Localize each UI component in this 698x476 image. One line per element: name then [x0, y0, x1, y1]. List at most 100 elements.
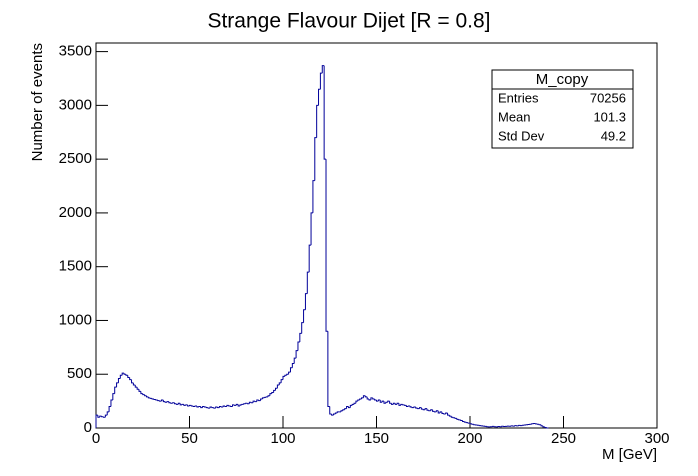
- histogram-bin: [140, 391, 143, 395]
- histogram-bin: [228, 405, 231, 407]
- x-tick-label: 50: [181, 430, 198, 447]
- histogram-bin: [325, 159, 328, 332]
- histogram-bin: [144, 394, 147, 397]
- histogram-bin: [121, 372, 125, 376]
- stats-label: Entries: [498, 90, 539, 105]
- histogram-bin: [132, 382, 136, 386]
- histogram-bin: [246, 403, 250, 405]
- histogram-bin: [256, 399, 259, 402]
- histogram-bin: [362, 395, 366, 398]
- x-tick-label: 250: [551, 430, 576, 447]
- histogram-bin: [314, 137, 317, 181]
- histogram-bin: [232, 404, 235, 407]
- histogram-bin: [334, 412, 338, 415]
- histogram-bin: [265, 396, 269, 398]
- histogram-bin: [321, 65, 325, 74]
- histogram-bin: [252, 400, 255, 403]
- histogram-bin: [289, 367, 293, 373]
- x-tick-label: 200: [457, 430, 482, 447]
- histogram-bin: [215, 406, 218, 409]
- histogram-bin: [172, 402, 175, 404]
- histogram-bin: [117, 378, 121, 383]
- histogram-bin: [159, 400, 162, 402]
- histogram-bin: [95, 414, 98, 428]
- histogram-bin: [538, 424, 542, 426]
- histogram-bin: [452, 417, 456, 419]
- histogram-bin: [303, 309, 306, 323]
- stats-title: M_copy: [536, 71, 589, 88]
- stats-value: 49.2: [601, 128, 626, 143]
- histogram-bin: [432, 409, 435, 412]
- histogram-bin: [164, 401, 168, 403]
- histogram-bin: [271, 392, 274, 394]
- histogram-bin: [155, 399, 158, 401]
- histogram-bin: [424, 408, 427, 410]
- histogram-bin: [387, 400, 390, 403]
- histogram-bin: [299, 332, 302, 342]
- histogram-bin: [357, 399, 360, 402]
- histogram-bin: [226, 404, 229, 407]
- histogram-bin: [372, 397, 375, 400]
- histogram-bin: [200, 406, 203, 409]
- histogram-bin: [405, 405, 409, 407]
- histogram-bin: [297, 341, 300, 351]
- histogram-bin: [138, 389, 141, 392]
- histogram-bin: [353, 402, 356, 405]
- histogram-bin: [413, 406, 416, 408]
- histogram-bin: [318, 88, 321, 106]
- histogram-bin: [207, 407, 211, 409]
- histogram-bin: [147, 396, 151, 399]
- histogram-bin: [194, 405, 197, 407]
- histogram-bin: [447, 412, 450, 416]
- histogram-bin: [153, 398, 156, 401]
- histogram-bin: [448, 415, 452, 417]
- histogram-bin: [101, 416, 104, 418]
- histogram-bin: [351, 403, 355, 406]
- histogram-bin: [273, 389, 276, 393]
- histogram-bin: [400, 403, 403, 406]
- histogram-bin: [162, 400, 166, 403]
- histogram-bin: [531, 423, 534, 425]
- histogram-bin: [310, 212, 313, 246]
- y-tick-label: 2500: [59, 150, 92, 167]
- histogram-bin: [104, 414, 108, 418]
- y-tick-label: 1000: [59, 311, 92, 328]
- histogram-bin: [374, 398, 377, 401]
- histogram-bin: [381, 400, 384, 403]
- histogram-bin: [213, 407, 216, 409]
- histogram-bin: [332, 413, 336, 416]
- histogram-bin: [127, 375, 130, 378]
- histogram-bin: [364, 395, 368, 398]
- histogram-bin: [458, 419, 461, 421]
- histogram-bin: [190, 405, 194, 407]
- histogram-bin: [142, 393, 145, 396]
- histogram-bin: [385, 401, 388, 404]
- histogram-bin: [331, 414, 334, 416]
- x-tick-label: 300: [644, 430, 669, 447]
- histogram-bin: [185, 404, 188, 406]
- histogram-bin: [179, 403, 183, 406]
- histogram-bin: [422, 409, 426, 411]
- histogram-bin: [235, 403, 239, 406]
- histogram-bin: [443, 413, 446, 415]
- stats-box: M_copy Entries 70256 Mean 101.3 Std Dev 49.2: [491, 69, 634, 149]
- histogram-bin: [359, 398, 362, 401]
- histogram-bin: [327, 331, 330, 407]
- histogram-bin: [420, 407, 424, 410]
- histogram-bin: [433, 411, 437, 413]
- histogram-bin: [260, 398, 263, 401]
- histogram-bin: [319, 72, 323, 90]
- histogram-bin: [437, 410, 441, 414]
- histogram-bin: [465, 422, 469, 424]
- histogram-bin: [342, 409, 345, 411]
- histogram-bin: [456, 418, 459, 420]
- histogram-bin: [370, 397, 373, 401]
- histogram-bin: [450, 416, 454, 418]
- y-tick-label: 2000: [59, 204, 92, 221]
- histogram-bin: [473, 424, 476, 426]
- histogram-bin: [544, 426, 547, 428]
- histogram-bin: [187, 404, 190, 407]
- histogram-bin: [202, 405, 205, 408]
- histogram-bin: [419, 407, 422, 409]
- histogram-bin: [123, 373, 126, 375]
